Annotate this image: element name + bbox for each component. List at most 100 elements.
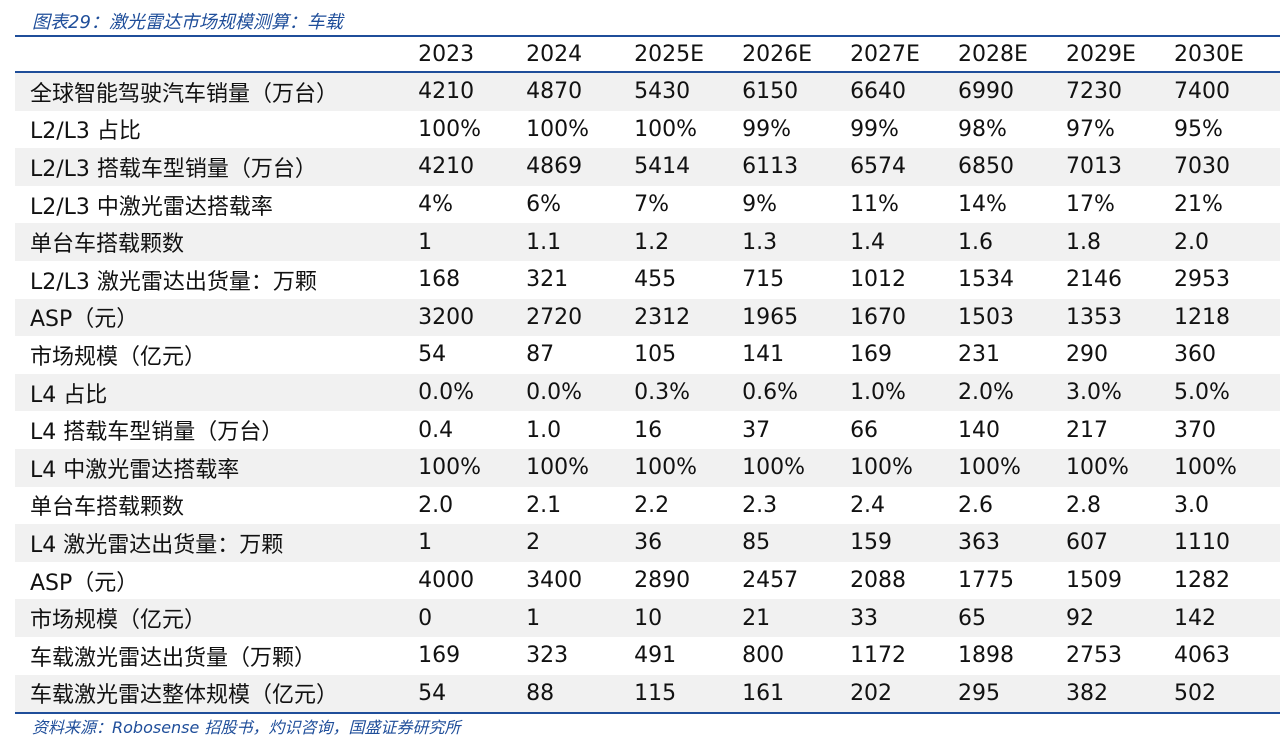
table-cell: 231	[958, 342, 1001, 368]
table-cell: 5414	[634, 154, 691, 180]
table-cell: 800	[742, 643, 785, 669]
table-cell: 2.0%	[958, 380, 1014, 406]
table-row: ASP（元） 4000 3400 2890 2457 2088 1775 1509 1282	[15, 562, 1280, 600]
table-cell: 4870	[526, 79, 583, 105]
table-cell: 0.0%	[526, 380, 583, 406]
table-cell: 100%	[634, 116, 697, 142]
table-cell: 100%	[526, 116, 590, 142]
table-cell: 0.0%	[418, 380, 475, 406]
table-cell: 1	[418, 530, 433, 556]
table-cell: 159	[850, 530, 893, 556]
table-cell: 6990	[958, 79, 1015, 105]
source-note: 资料来源：Robosense 招股书，灼识咨询，国盛证券研究所	[32, 718, 461, 737]
table-cell: 6850	[958, 154, 1015, 180]
table-cell: 2088	[850, 568, 907, 594]
table-cell: 3400	[526, 568, 583, 594]
table-cell: 87	[526, 342, 555, 368]
table-row: L2/L3 中激光雷达搭载率 4% 6% 7% 9% 11% 14% 17% 21%	[15, 186, 1280, 224]
table-cell: 7030	[1174, 154, 1231, 180]
table-cell: 2753	[1066, 643, 1123, 669]
table-cell: 1670	[850, 304, 907, 330]
table-cell: 97%	[1066, 116, 1115, 142]
table-cell: 10	[634, 605, 663, 631]
table-cell: 99%	[850, 116, 899, 142]
table-cell: 1.4	[850, 229, 886, 255]
table-cell: 1353	[1066, 304, 1123, 330]
table-row: L4 搭载车型销量（万台） 0.4 1.0 16 37 66 140 217 370	[15, 411, 1280, 449]
table-cell: 36	[634, 530, 663, 556]
table-cell: 1775	[958, 568, 1015, 594]
table-cell: 100%	[418, 455, 482, 481]
table-cell: 0.3%	[634, 380, 690, 406]
table-cell: 7013	[1066, 154, 1123, 180]
figure-title: 图表29：激光雷达市场规模测算：车载	[32, 12, 343, 33]
table-cell: 202	[850, 680, 893, 706]
table-cell: 4869	[526, 154, 583, 180]
table-cell: 363	[958, 530, 1001, 556]
table-cell: 502	[1174, 680, 1217, 706]
table-cell: 1	[526, 605, 541, 631]
row-label: 单台车搭载颗数	[30, 232, 185, 258]
table-cell: 161	[742, 680, 785, 706]
table-row: 全球智能驾驶汽车销量（万台） 4210 4870 5430 6150 6640 6990 72…	[15, 73, 1280, 111]
table-cell: 14%	[958, 192, 1007, 218]
table-cell: 100%	[850, 455, 913, 481]
table-row: 单台车搭载颗数 1 1.1 1.2 1.3 1.4 1.6 1.8 2.0	[15, 223, 1280, 261]
table-cell: 1.2	[634, 229, 670, 255]
column-header: 2024	[526, 41, 583, 67]
table-cell: 1.0	[526, 417, 562, 443]
column-header: 2023	[418, 41, 475, 67]
table-cell: 98%	[958, 116, 1007, 142]
table-row: ASP（元） 3200 2720 2312 1965 1670 1503 1353 1218	[15, 298, 1280, 337]
table-cell: 1.6	[958, 229, 994, 255]
table-cell: 5.0%	[1174, 380, 1230, 406]
table-cell: 1509	[1066, 568, 1123, 594]
table-cell: 3200	[418, 304, 475, 330]
table-cell: 323	[526, 643, 569, 669]
table-cell: 9%	[742, 192, 777, 218]
table-cell: 1218	[1174, 304, 1231, 330]
column-header: 2026E	[742, 41, 812, 67]
table-cell: 2.2	[634, 492, 670, 518]
table-cell: 2.0	[418, 492, 454, 518]
table-cell: 2890	[634, 568, 691, 594]
table-cell: 99%	[742, 116, 791, 142]
table-cell: 2720	[526, 304, 583, 330]
table-cell: 7230	[1066, 79, 1123, 105]
table-cell: 1534	[958, 267, 1015, 293]
row-label: 市场规模（亿元）	[30, 344, 207, 370]
column-header: 2029E	[1066, 41, 1136, 67]
table-cell: 66	[850, 417, 879, 443]
table-cell: 6113	[742, 154, 799, 180]
table-cell: 100%	[1174, 455, 1237, 481]
table-cell: 0.4	[418, 417, 454, 443]
table-cell: 2953	[1174, 267, 1231, 293]
column-header: 2030E	[1174, 41, 1244, 67]
table-cell: 100%	[526, 455, 590, 481]
table-row: L4 中激光雷达搭载率 100% 100% 100% 100% 100% 100% 100% 1…	[15, 448, 1280, 487]
table-cell: 4210	[418, 154, 475, 180]
table-cell: 2.4	[850, 492, 886, 518]
table-cell: 6574	[850, 154, 907, 180]
table-cell: 3.0	[1174, 492, 1210, 518]
table-cell: 7400	[1174, 79, 1231, 105]
row-label: 单台车搭载颗数	[30, 495, 185, 521]
row-label: ASP（元）	[30, 307, 139, 333]
table-row: L4 占比 0.0% 0.0% 0.3% 0.6% 1.0% 2.0% 3.0% 5.0%	[15, 373, 1280, 412]
table-cell: 295	[958, 680, 1001, 706]
table-cell: 54	[418, 342, 447, 368]
table-row: 车载激光雷达出货量（万颗） 169 323 491 800 1172 1898 2753 406…	[15, 637, 1280, 675]
table-cell: 54	[418, 680, 447, 706]
table-row: L4 激光雷达出货量：万颗 1 2 36 85 159 363 607 1110	[15, 524, 1280, 562]
table-cell: 100%	[1066, 455, 1129, 481]
table-cell: 168	[418, 267, 461, 293]
row-label: L2/L3 中激光雷达搭载率	[30, 194, 273, 220]
table-cell: 370	[1174, 417, 1217, 443]
table-cell: 4%	[418, 192, 454, 218]
table-cell: 6%	[526, 192, 562, 218]
table-cell: 1	[418, 229, 433, 255]
table-cell: 100%	[958, 455, 1021, 481]
table-cell: 21	[742, 605, 771, 631]
table-header: 2023 2024 2025E 2026E 2027E 2028E 2029E 2030E	[15, 37, 1280, 73]
table-cell: 715	[742, 267, 785, 293]
